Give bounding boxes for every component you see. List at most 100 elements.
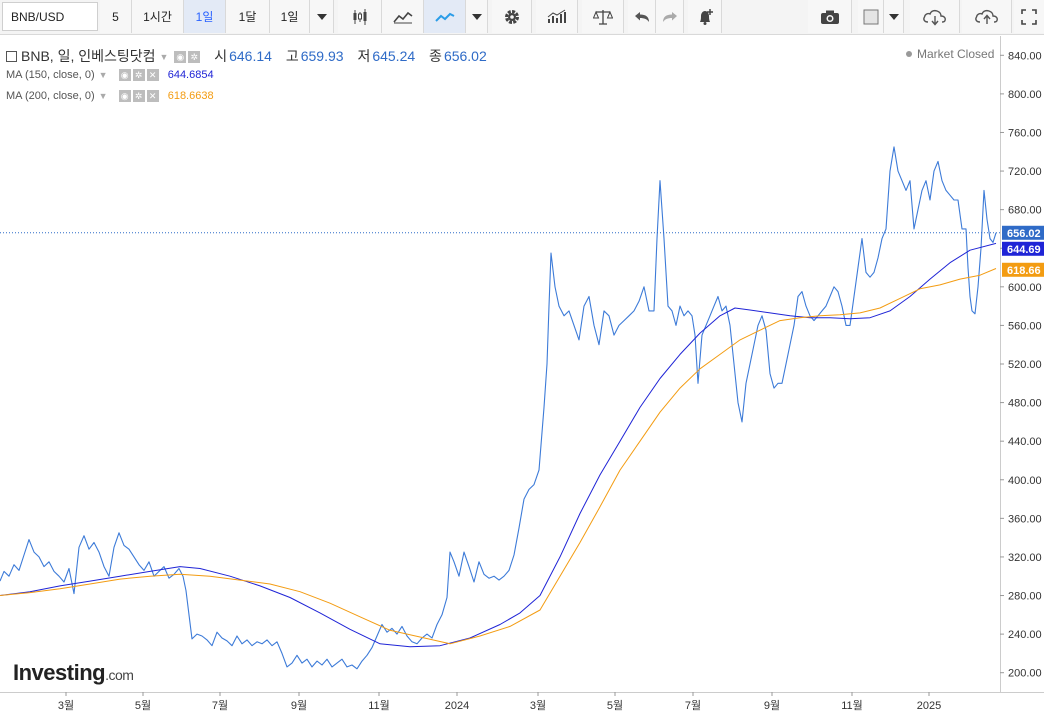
compare-button[interactable] [582, 0, 624, 33]
interval-1h-button[interactable]: 1시간 [132, 0, 184, 33]
interval-label: 1달 [238, 10, 257, 24]
eye-icon[interactable]: ◉ [118, 90, 131, 103]
area-chart-button[interactable] [382, 0, 424, 33]
price-tick-label: 200.00 [1008, 668, 1042, 680]
interval-label: 1시간 [143, 10, 172, 24]
price-label-text: 618.66 [1007, 265, 1041, 277]
ma200-value: 618.6638 [167, 90, 214, 102]
time-tick-label: 9월 [291, 699, 307, 712]
redo-button[interactable] [656, 0, 684, 33]
cloud-upload-icon [974, 9, 998, 24]
close-icon[interactable]: ✕ [146, 69, 159, 82]
line-chart-button[interactable] [424, 0, 466, 33]
interval-1m-button[interactable]: 1달 [226, 0, 270, 33]
price-axis[interactable]: 200.00 240.00 280.00 320.00 360.00 400.00 440.… [1000, 36, 1044, 692]
open-label: 시 [214, 48, 228, 64]
time-axis[interactable]: 3월 5월 7월 9월 11월 2024 3월 5월 7월 9월 11월 2025 [0, 692, 1044, 712]
interval-dropdown-button[interactable] [310, 0, 334, 33]
open-value: 646.14 [229, 48, 272, 64]
chevron-down-icon[interactable]: ▼ [98, 91, 108, 102]
low-label: 저 [357, 48, 371, 64]
chevron-down-icon [471, 13, 482, 20]
ma200-label: MA (200, close, 0) [6, 90, 95, 102]
chart-type-dropdown[interactable] [466, 0, 488, 33]
chevron-down-icon[interactable]: ▼ [159, 52, 169, 63]
price-tick-label: 240.00 [1008, 629, 1042, 641]
symbol-input[interactable]: BNB/USD [2, 2, 98, 31]
time-tick-label: 3월 [530, 699, 546, 712]
scale-icon [592, 9, 613, 25]
alert-button[interactable] [688, 0, 722, 33]
interval-label: 5 [112, 9, 119, 24]
settings-button[interactable] [492, 0, 532, 33]
price-label-badge [1002, 225, 1044, 240]
time-tick-label: 2024 [445, 700, 469, 712]
save-layout-button[interactable] [962, 0, 1012, 33]
camera-icon [820, 10, 839, 24]
market-status-label: Market Closed [917, 47, 995, 61]
ma150-value: 644.6854 [167, 69, 214, 81]
screenshot-button[interactable] [808, 0, 852, 33]
price-line[interactable] [0, 146, 997, 670]
interval-1d-button[interactable]: 1일 [184, 0, 226, 33]
color-button[interactable] [858, 0, 884, 33]
undo-button[interactable] [628, 0, 656, 33]
interval-5-button[interactable]: 5 [100, 0, 132, 33]
logo-name: Investing [13, 660, 106, 685]
close-icon[interactable]: ✕ [146, 90, 159, 103]
high-value: 659.93 [300, 48, 344, 64]
color-dropdown[interactable] [884, 0, 904, 33]
price-tick-label: 360.00 [1008, 513, 1042, 525]
eye-icon[interactable]: ◉ [118, 69, 131, 82]
alert-icon [699, 8, 713, 25]
indicators-button[interactable] [536, 0, 578, 33]
candlestick-button[interactable] [338, 0, 382, 33]
close-value: 656.02 [443, 48, 487, 64]
chevron-down-icon[interactable]: ▼ [98, 70, 108, 81]
fullscreen-button[interactable] [1014, 0, 1044, 33]
status-dot-icon [906, 50, 912, 57]
price-tick-label: 520.00 [1008, 359, 1042, 371]
chart-toolbar: BNB/USD 5 1시간 1일 1달 1일 [0, 0, 1044, 35]
ma200-legend: MA (200, close, 0) ▼ ◉ ✲ ✕ 618.6638 [6, 90, 214, 103]
price-label-text: 644.69 [1007, 244, 1041, 256]
high-label: 고 [285, 48, 299, 64]
gear-icon[interactable]: ✲ [188, 51, 201, 64]
load-layout-button[interactable] [910, 0, 960, 33]
eye-icon[interactable]: ◉ [174, 51, 187, 64]
gear-icon[interactable]: ✲ [132, 90, 145, 103]
price-label-badge [1002, 241, 1044, 256]
investing-logo: Investing.com [13, 660, 134, 686]
interval-custom-button[interactable]: 1일 [270, 0, 310, 33]
low-value: 645.24 [372, 48, 416, 64]
time-tick-label: 7월 [212, 699, 228, 712]
price-label-badge [1002, 262, 1044, 277]
time-tick-label: 3월 [58, 699, 74, 712]
gear-icon [504, 9, 519, 24]
time-tick-label: 9월 [764, 699, 780, 712]
logo-suffix: .com [105, 667, 134, 683]
price-tick-label: 800.00 [1008, 89, 1042, 101]
price-tick-label: 480.00 [1008, 398, 1042, 410]
price-tick-label: 440.00 [1008, 436, 1042, 448]
price-tick-label: 720.00 [1008, 166, 1042, 178]
market-status: Market Closed [906, 47, 994, 61]
time-tick-label: 2025 [917, 700, 941, 712]
ma150-label: MA (150, close, 0) [6, 69, 95, 81]
price-tick-label: 600.00 [1008, 282, 1042, 294]
ma150-legend: MA (150, close, 0) ▼ ◉ ✲ ✕ 644.6854 [6, 69, 214, 82]
price-tick-label: 760.00 [1008, 127, 1042, 139]
ma150-line[interactable] [0, 242, 997, 648]
gear-icon[interactable]: ✲ [132, 69, 145, 82]
ma200-line[interactable] [0, 268, 997, 645]
price-tick-label: 680.00 [1008, 205, 1042, 217]
redo-icon [662, 11, 677, 22]
price-tick-label: 840.00 [1008, 50, 1042, 62]
plot-area[interactable] [0, 146, 1000, 670]
collapse-icon[interactable] [6, 50, 17, 62]
time-tick-label: 5월 [607, 699, 623, 712]
interval-label: 1일 [280, 10, 299, 24]
chevron-down-icon [316, 13, 327, 20]
close-label: 종 [429, 48, 442, 64]
